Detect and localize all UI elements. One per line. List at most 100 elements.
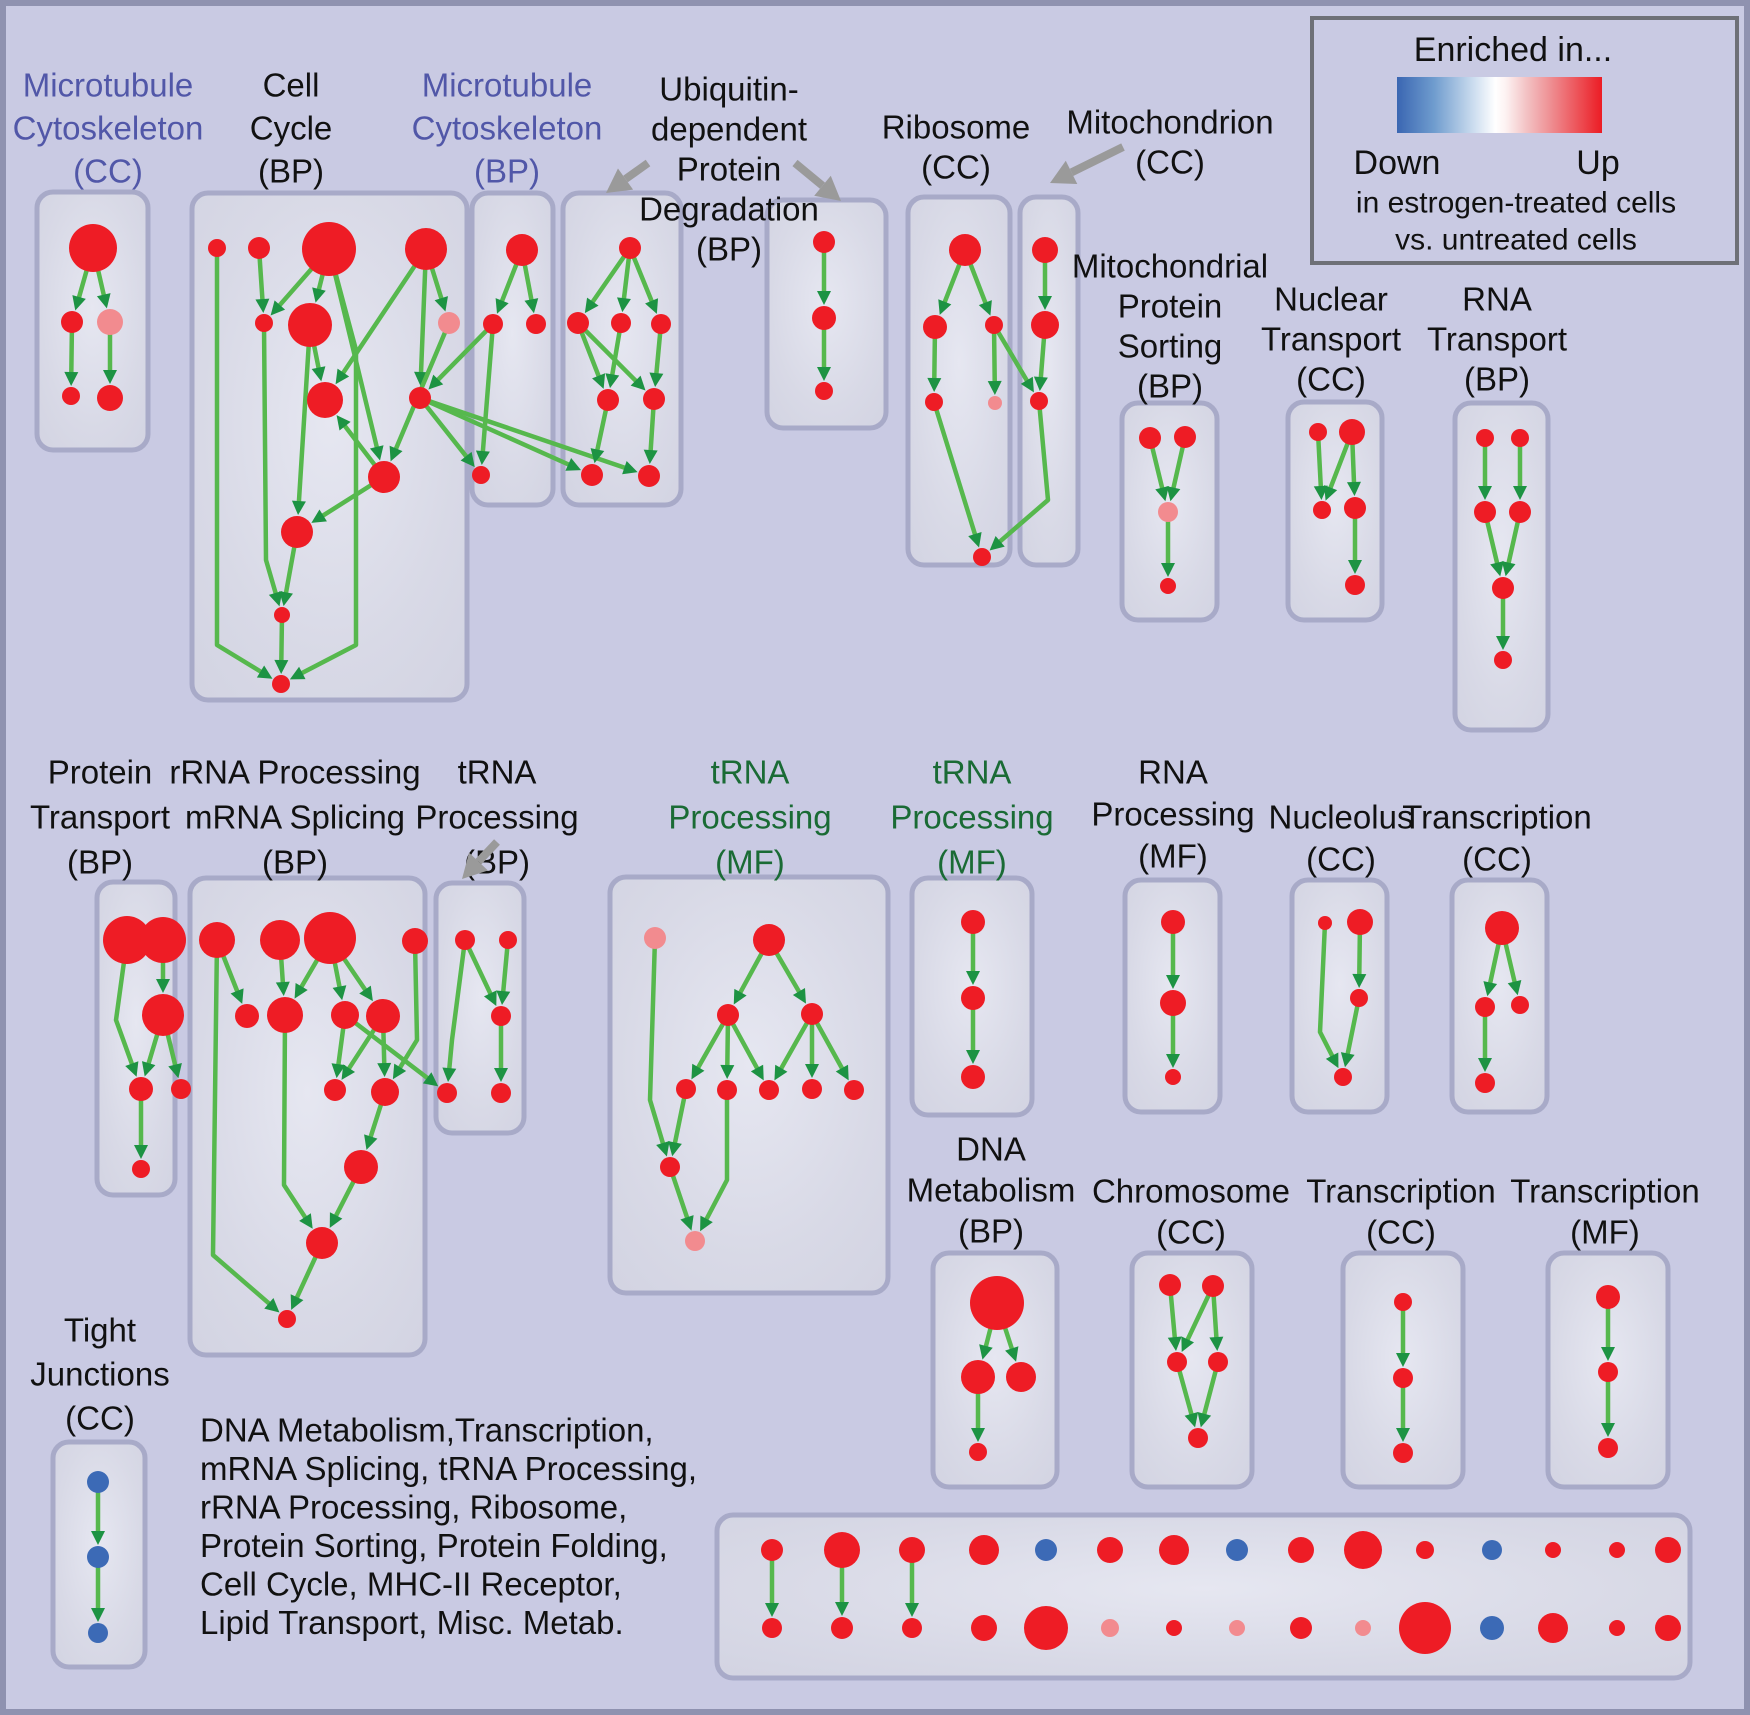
label-nuclear-transport-line-2: (CC) [1296,361,1366,398]
go-term-node-r13 [306,1227,338,1259]
go-term-node-m3 [526,314,546,334]
go-edge-arrowhead [750,1064,764,1081]
go-term-node-rb4 [925,393,943,411]
go-term-node-u4 [651,314,671,334]
go-term-node-ch4 [1208,1352,1228,1372]
label-ubiquitin-line-0: Ubiquitin- [659,71,798,108]
label-nuclear-transport-line-1: Transport [1261,321,1401,358]
go-term-node-s7b [1229,1620,1245,1636]
label-protein-transport-line-2: (BP) [67,844,133,881]
label-mitochondrion-line-0: Mitochondrion [1066,104,1273,141]
cluster-box-microtubule-cc [34,189,151,453]
go-term-node-f [288,303,332,347]
go-edge-arrowhead [256,665,273,679]
go-edge-arrowhead [359,985,373,1002]
go-edge-arrowhead [643,449,658,465]
go-edge-arrowhead [630,375,646,391]
go-edge-arrowhead [336,415,351,431]
go-term-node-tc2 [1475,997,1495,1017]
go-term-node-rb6 [973,548,991,566]
go-edge-r7-tbl [342,1012,430,1081]
label-cell-cycle-line-0: Cell [263,67,320,104]
go-term-node-p3 [717,1004,739,1026]
go-edge-m2-h2 [436,321,496,382]
go-edge-f-j [296,322,313,504]
go-term-node-v1 [813,231,835,253]
go-term-node-s14t [1655,1537,1681,1563]
go-edge-arrowhead [312,287,326,303]
go-edge-d-h [341,246,429,375]
go-term-node-t1 [455,930,475,950]
go-term-node-m2 [483,314,503,334]
go-term-node-rt2 [1511,429,1529,447]
go-term-node-tc1 [1485,911,1519,945]
go-term-node-a [208,239,226,257]
go-edge-t1-tbl [447,937,468,1071]
go-edge-arrowhead [835,1064,849,1081]
go-edge-arrowhead [141,1061,156,1077]
label-rna-processing-mf-line-0: RNA [1138,754,1208,791]
go-term-node-M4 [62,387,80,405]
label-protein-transport-line-1: Transport [30,799,170,836]
go-term-node-tbl [437,1083,457,1103]
go-edge-arrowhead [134,1145,148,1159]
go-edge-arrowhead [96,293,111,309]
go-term-node-x2 [1160,990,1186,1016]
label-misc-list-line-4: Cell Cycle, MHC-II Receptor, [200,1566,622,1603]
legend-down-label: Down [1354,144,1441,182]
pointer-arrowhead-1 [814,175,841,201]
go-term-node-r14 [278,1310,296,1328]
label-tight-junctions-line-2: (CC) [65,1400,135,1437]
go-term-node-M5 [97,385,123,411]
label-nuclear-transport-line-0: Nuclear [1274,281,1388,318]
go-term-node-rt6 [1494,651,1512,669]
go-edge-arrowhead [275,981,290,997]
go-term-node-q4 [802,1079,822,1099]
go-term-node-r3 [304,912,356,964]
go-edge-arrowhead [91,1531,105,1545]
go-term-node-dm4 [969,1443,987,1461]
go-edge-arrowhead [389,445,403,462]
go-term-node-u7 [581,464,603,486]
go-term-node-s4t [1035,1539,1057,1561]
go-term-node-ta3 [1393,1443,1413,1463]
go-term-node-s13t [1609,1542,1625,1558]
label-trna-mf-1-line-2: (MF) [715,844,785,881]
legend: Enriched in... Down Up in estrogen-treated … [1310,16,1739,265]
go-edge-c-i [326,246,379,450]
go-term-node-rb5 [988,396,1002,410]
go-edge-arrowhead [442,1067,457,1083]
go-edge-e-k [261,320,278,596]
go-edge-arrowhead [1396,1428,1410,1442]
legend-subtitle-1: in estrogen-treated cells [1356,187,1676,220]
go-edge-arrowhead [1166,1054,1180,1068]
go-edge-arrowhead [1507,980,1522,996]
go-edge-r4-r10 [397,938,420,1070]
go-term-node-u6 [643,388,665,410]
go-edge-arrowhead [938,299,952,315]
go-term-node-M2 [61,311,83,333]
go-edge-p1-p5 [647,935,666,1146]
go-edge-arrowhead [335,368,350,385]
label-misc-list-line-3: Protein Sorting, Protein Folding, [200,1527,668,1564]
go-edge-arrowhead [496,990,511,1006]
go-term-node-r6 [267,997,303,1033]
label-dna-metabolism-line-1: Metabolism [907,1172,1076,1209]
go-term-node-rt3 [1474,501,1496,523]
go-edge-arrowhead [156,979,170,993]
go-edge-arrowhead [817,291,831,305]
label-transcription-cc-1-line-0: Transcription [1402,799,1592,836]
go-edge-arrowhead [968,532,982,548]
go-edge-arrowhead [341,1064,356,1080]
go-term-node-s4b [1024,1606,1068,1650]
go-term-node-tj2 [87,1546,109,1568]
go-term-node-m1 [506,234,538,266]
go-edge-arrowhead [64,371,79,387]
go-edge-arrowhead [1478,1058,1492,1072]
go-term-node-s3t [969,1535,999,1565]
go-edge-arrowhead [270,300,286,316]
go-edge-arrowhead [230,988,244,1004]
go-term-node-q1 [676,1079,696,1099]
go-term-node-s10b [1399,1602,1451,1654]
legend-box [1310,16,1739,265]
